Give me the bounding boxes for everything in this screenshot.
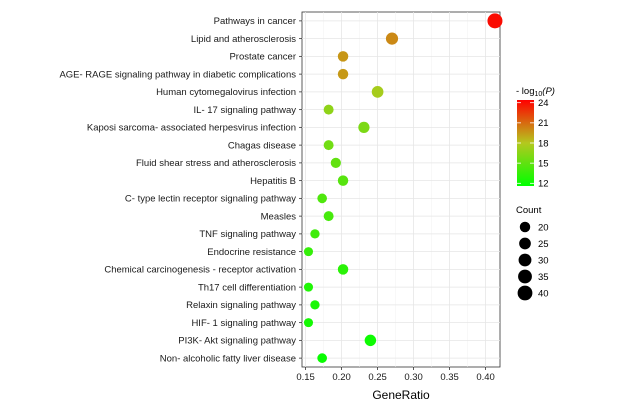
y-tick-label: C- type lectin receptor signaling pathwa… — [125, 194, 296, 205]
x-tick-label: 0.25 — [368, 372, 387, 383]
y-tick-label: HIF- 1 signaling pathway — [191, 318, 296, 329]
color-legend-tick-label: 24 — [538, 98, 549, 109]
data-point — [371, 86, 384, 98]
size-legend-dot — [519, 221, 531, 233]
data-point — [303, 282, 314, 292]
data-point — [323, 140, 334, 151]
data-point — [337, 68, 349, 80]
color-legend-tick-label: 15 — [538, 158, 549, 169]
data-point — [337, 175, 349, 186]
y-tick-label: Lipid and atherosclerosis — [191, 34, 296, 45]
data-points — [303, 13, 503, 363]
y-tick-label: Kaposi sarcoma- associated herpesvirus i… — [87, 123, 296, 134]
data-point — [487, 13, 503, 29]
size-legend-label: 40 — [538, 288, 549, 299]
data-point — [385, 32, 399, 45]
data-point — [310, 229, 320, 239]
grid-lines — [302, 12, 500, 367]
y-tick-label: Chagas disease — [228, 140, 296, 151]
color-legend-bar — [517, 100, 534, 186]
size-legend-title: Count — [516, 205, 542, 216]
data-point — [323, 211, 334, 222]
y-tick-label: PI3K- Akt signaling pathway — [178, 336, 296, 347]
color-legend: - log10(P) 12 15 18 21 24 — [516, 86, 555, 190]
color-legend-title-prefix: - log — [516, 86, 534, 97]
data-point — [303, 318, 314, 328]
size-legend-label: 35 — [538, 272, 549, 283]
y-tick-label: IL- 17 signaling pathway — [194, 105, 297, 116]
size-legend-dot — [518, 269, 532, 284]
y-axis-labels: Pathways in cancer Lipid and atherosclero… — [59, 16, 302, 364]
y-tick-label: Endocrine resistance — [207, 247, 296, 258]
y-tick-label: Measles — [261, 211, 297, 222]
size-legend-label: 20 — [538, 222, 549, 233]
x-tick-label: 0.15 — [296, 372, 315, 383]
y-tick-label: Fluid shear stress and atherosclerosis — [136, 158, 296, 169]
y-tick-label: Chemical carcinogenesis - receptor activ… — [104, 265, 296, 276]
y-tick-label: Relaxin signaling pathway — [186, 300, 296, 311]
size-legend-dot — [517, 285, 533, 301]
color-legend-title-suffix: (P) — [542, 86, 555, 97]
color-legend-tick-label: 21 — [538, 118, 549, 129]
y-tick-label: AGE- RAGE signaling pathway in diabetic … — [59, 69, 296, 80]
size-legend-dot — [518, 253, 532, 267]
plot-panel — [301, 11, 501, 368]
size-legend: Count 20 25 30 35 40 — [516, 205, 549, 301]
data-point — [317, 353, 327, 363]
y-tick-label: Th17 cell differentiation — [198, 282, 296, 293]
data-point — [330, 157, 341, 168]
data-point — [337, 264, 349, 275]
x-tick-label: 0.40 — [476, 372, 495, 383]
size-legend-label: 25 — [538, 239, 549, 250]
data-point — [310, 300, 320, 310]
y-tick-label: TNF signaling pathway — [199, 229, 296, 240]
y-tick-label: Non- alcoholic fatty liver disease — [160, 353, 296, 364]
data-point — [317, 193, 327, 204]
y-tick-label: Human cytomegalovirus infection — [156, 87, 296, 98]
x-tick-label: 0.35 — [440, 372, 459, 383]
x-axis: 0.15 0.20 0.25 0.30 0.35 0.40 — [296, 367, 495, 383]
x-axis-title: GeneRatio — [372, 388, 430, 402]
x-tick-label: 0.20 — [332, 372, 351, 383]
color-legend-title-sub: 10 — [534, 91, 542, 98]
color-legend-title: - log10(P) — [516, 86, 555, 98]
x-tick-label: 0.30 — [404, 372, 423, 383]
color-legend-tick-label: 18 — [538, 138, 549, 149]
y-tick-label: Pathways in cancer — [214, 16, 296, 27]
color-legend-tick-label: 12 — [538, 179, 549, 190]
size-legend-dot — [519, 237, 531, 250]
y-tick-label: Prostate cancer — [229, 52, 296, 63]
data-point — [337, 51, 349, 62]
data-point — [358, 121, 370, 133]
y-tick-label: Hepatitis B — [250, 176, 296, 187]
data-point — [303, 247, 314, 257]
data-point — [364, 334, 377, 347]
data-point — [323, 104, 334, 115]
size-legend-label: 30 — [538, 255, 549, 266]
